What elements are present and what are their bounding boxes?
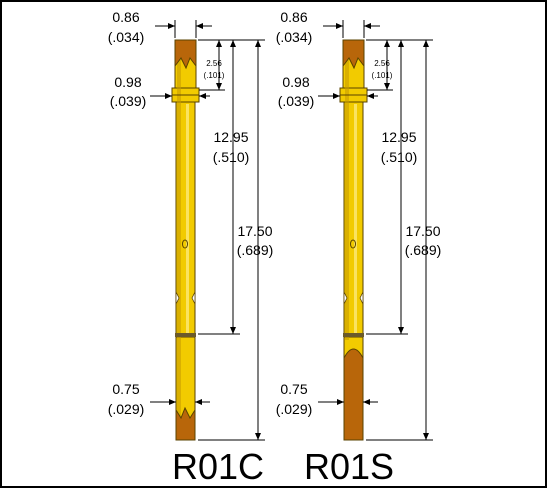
part-name-label: R01C xyxy=(172,446,264,487)
top-dia-inch-label: (.034) xyxy=(276,29,313,45)
vent-hole xyxy=(182,239,188,249)
low-dia-inch-label: (.029) xyxy=(276,401,313,417)
top-dia-label: 0.86 xyxy=(112,9,139,25)
head-dia-inch-label: (.039) xyxy=(110,93,147,109)
pin-body-r01c xyxy=(171,39,200,441)
pin-highlight xyxy=(186,104,189,334)
head-dia-inch-label: (.039) xyxy=(278,93,315,109)
crown-tip-bottom xyxy=(175,406,196,441)
mid-length-inch-label: (.510) xyxy=(213,149,250,165)
groove-inch-label: (.101) xyxy=(204,71,225,80)
pin-shading xyxy=(177,40,181,440)
crown-tip-top xyxy=(174,39,197,70)
groove-label: 2.56 xyxy=(206,59,222,68)
pin-shading xyxy=(345,40,349,340)
dimension-arrows-r01s xyxy=(333,23,429,440)
barrel-joint xyxy=(175,333,196,337)
part-r01c: 0.86 (.034) 2.56 (.101) 0.98 (.039) 12.9… xyxy=(108,9,274,487)
spherical-tip-bottom xyxy=(343,348,364,441)
vent-hole xyxy=(350,239,356,249)
head-dia-label: 0.98 xyxy=(114,74,141,90)
total-length-inch-label: (.689) xyxy=(237,242,274,258)
low-dia-label: 0.75 xyxy=(280,381,307,397)
top-dia-label: 0.86 xyxy=(280,9,307,25)
low-dia-inch-label: (.029) xyxy=(108,401,145,417)
dimension-arrows-r01c xyxy=(165,23,261,440)
part-name-label: R01S xyxy=(304,446,394,487)
mid-length-inch-label: (.510) xyxy=(381,149,418,165)
part-r01s: 0.86 (.034) 2.56 (.101) 0.98 (.039) 12.9… xyxy=(276,9,442,487)
pin-body-r01s xyxy=(339,39,368,441)
groove-inch-label: (.101) xyxy=(372,71,393,80)
barrel-joint xyxy=(343,333,364,337)
total-length-label: 17.50 xyxy=(237,223,272,239)
crimp-notch xyxy=(175,291,196,305)
total-length-inch-label: (.689) xyxy=(405,242,442,258)
pin-highlight xyxy=(354,104,357,334)
mid-length-label: 12.95 xyxy=(381,129,416,145)
low-dia-label: 0.75 xyxy=(112,381,139,397)
crown-tip-top xyxy=(342,39,365,70)
mid-length-label: 12.95 xyxy=(213,129,248,145)
total-length-label: 17.50 xyxy=(405,223,440,239)
dimension-lines-r01c xyxy=(150,20,265,441)
crimp-notch xyxy=(343,291,364,305)
top-dia-inch-label: (.034) xyxy=(108,29,145,45)
head-dia-label: 0.98 xyxy=(282,74,309,90)
groove-label: 2.56 xyxy=(374,59,390,68)
